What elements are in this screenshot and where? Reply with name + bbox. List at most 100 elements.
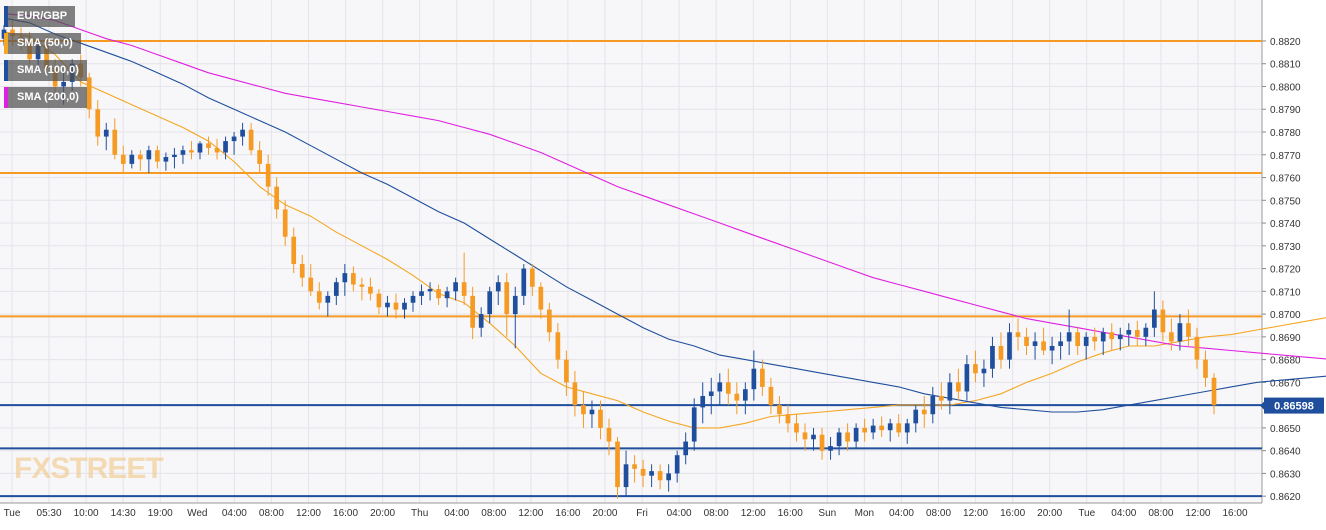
current-price-arrow bbox=[1260, 400, 1265, 411]
candle-body bbox=[189, 150, 194, 153]
candle-body bbox=[785, 414, 791, 424]
candle-body bbox=[819, 434, 825, 451]
current-price-label: 0.86598 bbox=[1274, 401, 1314, 413]
candle-body bbox=[410, 295, 416, 303]
y-tick-label: 0.8800 bbox=[1270, 82, 1301, 93]
x-tick-label: 16:00 bbox=[1000, 508, 1025, 519]
x-tick-label: 20:00 bbox=[1037, 508, 1062, 519]
y-tick-label: 0.8760 bbox=[1270, 174, 1301, 185]
candle-body bbox=[291, 236, 297, 265]
candle-body bbox=[640, 468, 646, 476]
candle-body bbox=[1041, 341, 1046, 351]
y-tick-label: 0.8690 bbox=[1270, 333, 1301, 344]
x-tick-label: 10:00 bbox=[74, 508, 99, 519]
x-tick-label: 19:00 bbox=[148, 508, 173, 519]
candle-body bbox=[691, 407, 697, 442]
candle-body bbox=[828, 446, 833, 451]
candle-body bbox=[478, 314, 484, 328]
candle-body bbox=[794, 423, 799, 433]
x-tick-label: 16:00 bbox=[778, 508, 803, 519]
legend-symbol: EUR/GBP bbox=[4, 6, 76, 27]
y-tick-label: 0.8740 bbox=[1270, 219, 1301, 230]
x-tick-label: Fri bbox=[636, 508, 648, 519]
candle-body bbox=[444, 291, 450, 299]
candle-body bbox=[325, 295, 331, 303]
candle-body bbox=[61, 81, 66, 87]
candle-body bbox=[368, 286, 373, 294]
x-tick-label: Wed bbox=[187, 508, 207, 519]
sma200-line bbox=[3, 13, 1326, 360]
x-tick-label: 04:00 bbox=[667, 508, 692, 519]
candle-body bbox=[521, 268, 527, 296]
candle-body bbox=[1152, 309, 1157, 328]
candle-body bbox=[155, 150, 160, 162]
candle-body bbox=[172, 154, 177, 158]
candle-body bbox=[453, 282, 458, 292]
candle-body bbox=[990, 345, 995, 369]
legend-sma100: SMA (100,0) bbox=[4, 60, 87, 81]
candle-body bbox=[223, 141, 228, 153]
x-tick-label: 04:00 bbox=[222, 508, 247, 519]
x-tick-label: 08:00 bbox=[926, 508, 951, 519]
y-tick-label: 0.8620 bbox=[1270, 492, 1301, 503]
candle-body bbox=[393, 302, 399, 310]
legend-sma50-label: SMA (50,0) bbox=[17, 37, 73, 49]
y-tick-label: 0.8730 bbox=[1270, 242, 1301, 253]
candle-body bbox=[760, 368, 765, 387]
candle-body bbox=[512, 295, 518, 315]
candle-body bbox=[674, 455, 680, 474]
candle-body bbox=[1032, 341, 1038, 346]
candle-body bbox=[606, 427, 612, 442]
candle-body bbox=[316, 291, 322, 303]
candle-body bbox=[879, 425, 885, 431]
candle-body bbox=[870, 425, 876, 433]
candle-body bbox=[376, 293, 382, 308]
candle-body bbox=[836, 432, 842, 447]
candle-body bbox=[103, 129, 109, 137]
candle-body bbox=[504, 282, 510, 315]
x-tick-label: 04:00 bbox=[444, 508, 469, 519]
candle-body bbox=[700, 396, 706, 408]
candle-body bbox=[529, 268, 535, 287]
candle-body bbox=[1134, 330, 1140, 337]
candle-body bbox=[547, 309, 552, 333]
y-tick-label: 0.8630 bbox=[1270, 469, 1301, 480]
candle-body bbox=[308, 277, 314, 292]
candle-body bbox=[1083, 336, 1089, 346]
candle-body bbox=[419, 291, 424, 296]
x-tick-label: 12:00 bbox=[1185, 508, 1210, 519]
candle-body bbox=[44, 45, 49, 69]
legend-symbol-label: EUR/GBP bbox=[17, 10, 68, 22]
candle-body bbox=[461, 282, 467, 296]
candle-body bbox=[470, 295, 476, 328]
legend-sma100-label: SMA (100,0) bbox=[17, 64, 79, 76]
y-tick-label: 0.8810 bbox=[1270, 60, 1301, 71]
x-tick-label: 16:00 bbox=[555, 508, 580, 519]
candle-body bbox=[1126, 330, 1132, 335]
candle-body bbox=[555, 332, 561, 360]
candle-body bbox=[274, 186, 280, 210]
candle-body bbox=[930, 396, 936, 415]
sma50-swatch bbox=[4, 33, 8, 54]
candle-body bbox=[896, 423, 902, 433]
candle-body bbox=[351, 273, 356, 285]
candle-body bbox=[811, 434, 816, 440]
x-tick-label: 16:00 bbox=[333, 508, 358, 519]
y-tick-label: 0.8700 bbox=[1270, 310, 1301, 321]
legend-sma200-label: SMA (200,0) bbox=[17, 91, 79, 103]
candle-body bbox=[299, 264, 305, 278]
candle-body bbox=[402, 302, 407, 310]
candle-body bbox=[342, 273, 348, 283]
candle-body bbox=[734, 393, 740, 401]
candle-body bbox=[657, 471, 663, 481]
candle-body bbox=[359, 284, 365, 287]
x-tick-label: Tue bbox=[1078, 508, 1095, 519]
candle-body bbox=[282, 209, 288, 237]
candle-body bbox=[751, 368, 757, 390]
candle-body bbox=[1024, 336, 1029, 346]
candle-body bbox=[385, 302, 390, 308]
y-tick-label: 0.8770 bbox=[1270, 151, 1301, 162]
x-tick-label: 04:00 bbox=[1111, 508, 1136, 519]
y-tick-label: 0.8720 bbox=[1270, 265, 1301, 276]
